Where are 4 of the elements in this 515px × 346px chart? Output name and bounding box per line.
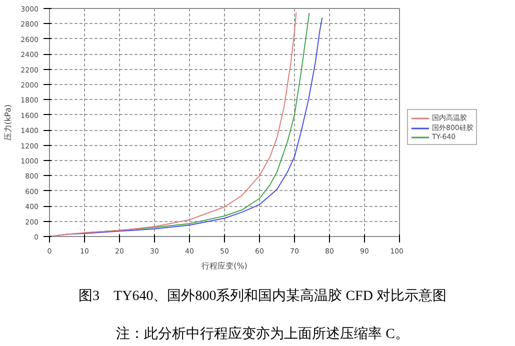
x-axis-title: 行程应变(%) bbox=[202, 262, 248, 270]
y-axis-title: 压力(kPa) bbox=[4, 104, 13, 141]
text: 注：此分析中行程应变亦为上面所述压缩率 C。 bbox=[116, 325, 409, 344]
caption: 图3 TY640、国外800系列和国内某高温胶 CFD 对比示意图 bbox=[78, 287, 446, 306]
